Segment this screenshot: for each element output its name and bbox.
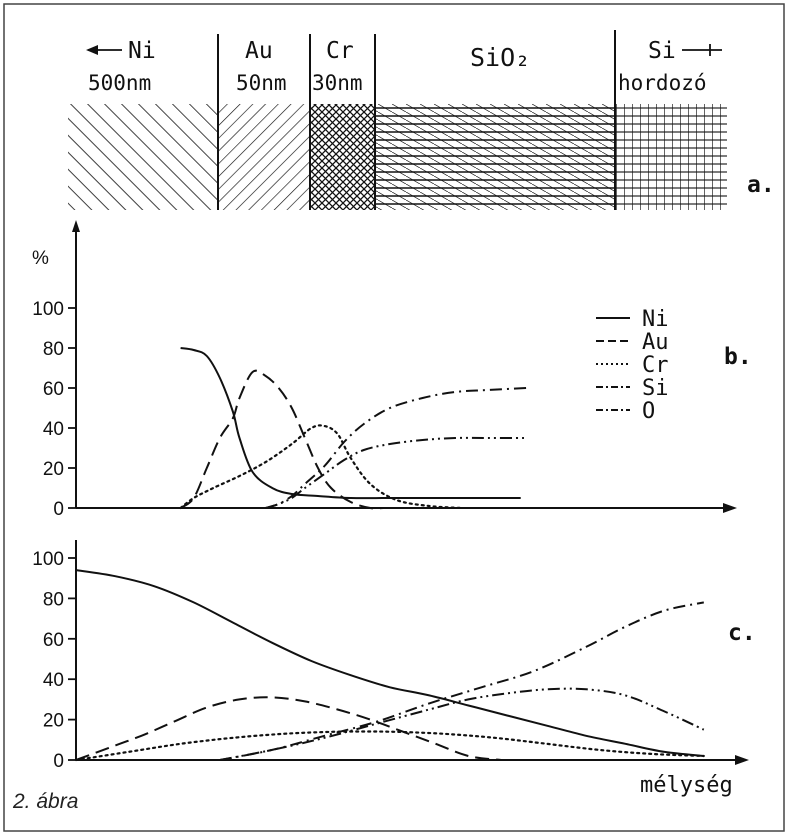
- series-au: [179, 369, 384, 510]
- series-line-au: [75, 696, 502, 761]
- layer-sio2-hatch: [375, 104, 615, 210]
- series-line-cr: [74, 730, 705, 762]
- y-tick-label: 20: [43, 459, 64, 480]
- series-line-ni: [75, 569, 704, 757]
- series-cr: [179, 424, 463, 510]
- y-tick-label: 60: [43, 630, 64, 651]
- y-tick-label: 100: [32, 549, 64, 570]
- panel-label: c.: [728, 620, 756, 646]
- layer-name-au: Au: [245, 38, 273, 64]
- layer-name-si: Si: [648, 38, 676, 64]
- series-line-si: [265, 387, 528, 509]
- series-ni: [180, 347, 521, 500]
- y-tick-label: 0: [53, 499, 64, 520]
- y-tick-label: 0: [53, 751, 64, 772]
- series-si: [265, 387, 528, 509]
- series-line-si: [219, 601, 705, 761]
- layer-thickness-au: 50nm: [236, 71, 287, 95]
- layer-name-cr: Cr: [326, 38, 354, 64]
- figure-border: [3, 3, 785, 832]
- series-o: [219, 687, 705, 761]
- layer-name-sio2: SiO₂: [470, 43, 530, 72]
- series-si: [219, 601, 705, 761]
- series-line-o: [219, 687, 705, 761]
- y-tick-label: 40: [43, 419, 64, 440]
- y-axis-label: %: [32, 248, 49, 269]
- y-tick-label: 60: [43, 379, 64, 400]
- y-tick-label: 40: [43, 670, 64, 691]
- arrow-left-icon: [86, 45, 98, 55]
- layer-diagram: Ni 500nm Au 50nm Cr 30nm SiO₂ Si hordozó…: [68, 30, 775, 210]
- legend-label-au: Au: [642, 330, 669, 355]
- layer-thickness-ni: 500nm: [88, 71, 151, 95]
- layer-ni-hatch: [68, 104, 218, 210]
- x-axis-arrow-icon: [735, 755, 749, 765]
- y-tick-label: 100: [32, 299, 64, 320]
- y-tick-label: 20: [43, 711, 64, 732]
- layer-name-ni: Ni: [128, 38, 156, 64]
- series-cr: [74, 730, 705, 762]
- legend-label-cr: Cr: [642, 353, 669, 378]
- figure-caption: 2. ábra: [13, 790, 79, 813]
- panel-label: b.: [724, 344, 752, 370]
- y-axis-arrow-icon: [72, 220, 80, 232]
- layer-au-hatch: [218, 104, 310, 210]
- x-axis-arrow-icon: [723, 503, 737, 513]
- x-axis-label: mélység: [640, 773, 733, 798]
- series-line-ni: [180, 347, 521, 500]
- series-au: [75, 696, 502, 761]
- chart-c: 0 20 40 60 80 100 mélység c.: [32, 540, 756, 798]
- panel-label-a: a.: [747, 172, 775, 198]
- y-tick-label: 80: [43, 339, 64, 360]
- series-ni: [75, 569, 704, 757]
- layer-thickness-cr: 30nm: [312, 71, 363, 95]
- legend-label-ni: Ni: [642, 307, 669, 332]
- layer-si-hatch: [615, 104, 727, 210]
- legend-label-o: O: [642, 399, 655, 424]
- series-line-au: [179, 369, 384, 510]
- y-tick-label: 80: [43, 589, 64, 610]
- series-line-cr: [179, 424, 463, 510]
- legend-label-si: Si: [642, 376, 669, 401]
- layer-thickness-si: hordozó: [618, 71, 707, 95]
- layer-cr-hatch: [310, 104, 375, 210]
